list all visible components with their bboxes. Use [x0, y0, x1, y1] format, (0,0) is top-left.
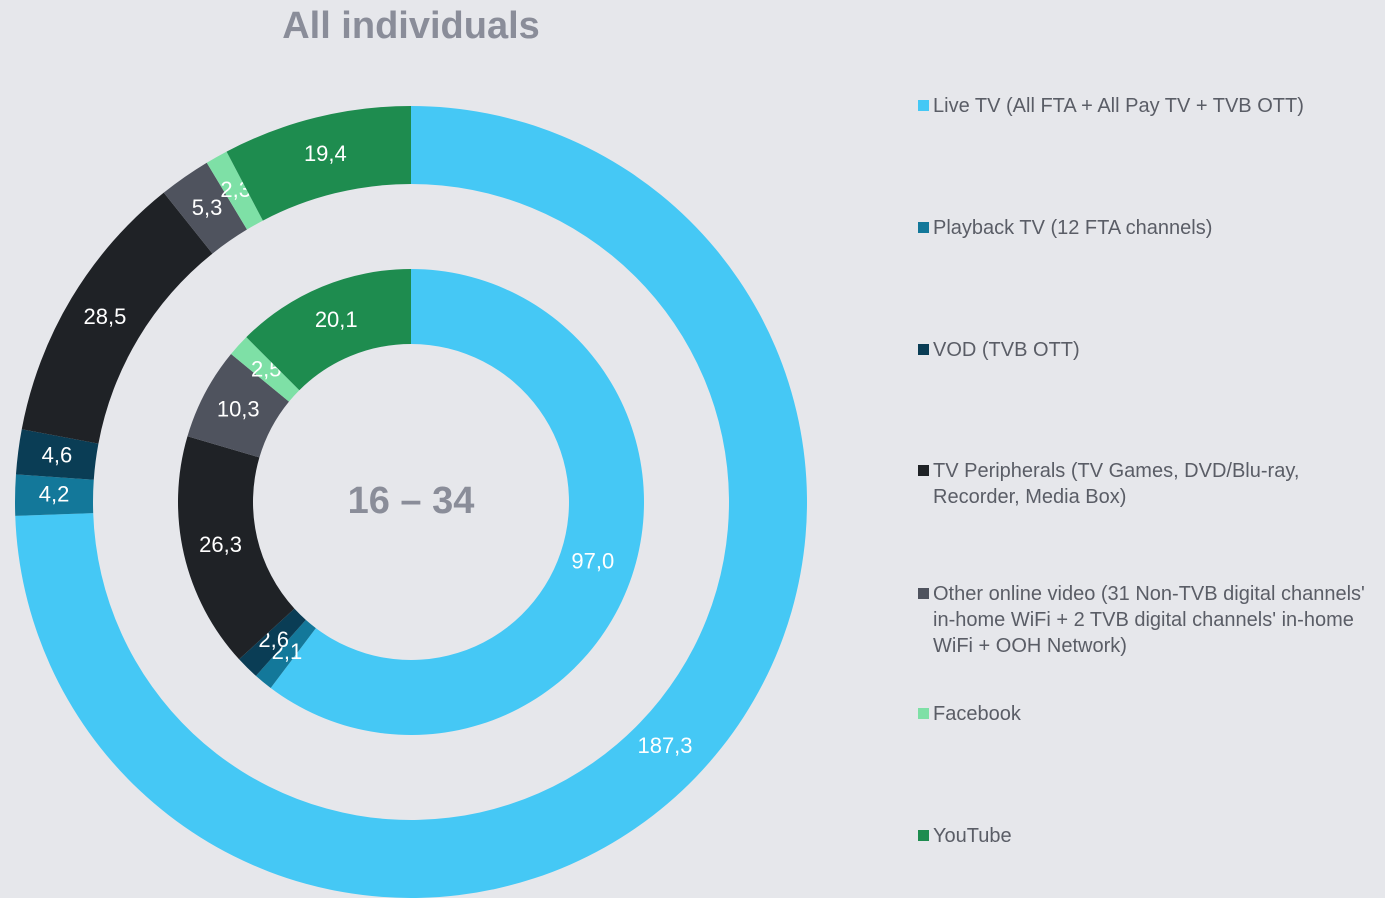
donut-segment — [270, 269, 644, 736]
donut-segment — [239, 608, 306, 676]
donut-segment — [231, 337, 300, 402]
donut-segment — [163, 162, 247, 254]
legend-swatch — [918, 588, 929, 599]
legend-label: YouTube — [933, 825, 1012, 847]
legend-item: Facebook — [918, 701, 1383, 727]
donut-segment — [206, 151, 263, 230]
legend-swatch — [918, 830, 929, 841]
data-label: 5,3 — [192, 195, 223, 220]
data-label: 4,2 — [39, 482, 70, 507]
legend-item: Other online video (31 Non-TVB digital c… — [918, 581, 1383, 659]
data-label: 20,1 — [315, 307, 358, 332]
data-label: 187,3 — [637, 733, 692, 758]
data-label: 19,4 — [304, 141, 347, 166]
data-label: 26,3 — [199, 532, 242, 557]
donut-segment — [246, 269, 411, 391]
legend-swatch — [918, 100, 929, 111]
donut-segment — [255, 619, 316, 689]
donut-segment — [178, 436, 295, 660]
chart-title: All individuals — [282, 5, 540, 47]
donut-segment — [15, 474, 94, 516]
legend-item: Live TV (All FTA + All Pay TV + TVB OTT) — [918, 93, 1383, 119]
legend-label: Other online video (31 Non-TVB digital c… — [933, 583, 1365, 657]
inner-ring-title: 16 – 34 — [348, 480, 475, 522]
data-label: 28,5 — [84, 304, 127, 329]
legend-label: Facebook — [933, 703, 1021, 725]
donut-segment — [15, 429, 99, 480]
legend-label: VOD (TVB OTT) — [933, 339, 1080, 361]
legend-swatch — [918, 708, 929, 719]
donut-segment — [226, 106, 411, 221]
legend-label: Live TV (All FTA + All Pay TV + TVB OTT) — [933, 95, 1304, 117]
legend-item: Playback TV (12 FTA channels) — [918, 215, 1383, 241]
legend-swatch — [918, 465, 929, 476]
legend-label: TV Peripherals (TV Games, DVD/Blu-ray, R… — [933, 460, 1300, 508]
legend-item: VOD (TVB OTT) — [918, 337, 1383, 363]
legend-item: TV Peripherals (TV Games, DVD/Blu-ray, R… — [918, 458, 1383, 510]
data-label: 10,3 — [217, 396, 260, 421]
data-label: 4,6 — [42, 442, 73, 467]
legend-swatch — [918, 222, 929, 233]
data-label: 97,0 — [571, 549, 614, 574]
donut-segment — [187, 353, 289, 458]
legend-swatch — [918, 344, 929, 355]
donut-segment — [21, 192, 213, 444]
legend-label: Playback TV (12 FTA channels) — [933, 217, 1213, 239]
legend-item: YouTube — [918, 823, 1383, 849]
